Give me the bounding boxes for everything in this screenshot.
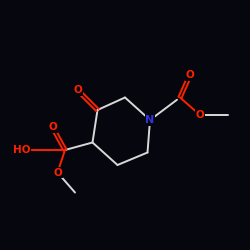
- Text: N: N: [146, 115, 154, 125]
- Text: O: O: [48, 122, 57, 132]
- Text: O: O: [196, 110, 204, 120]
- Text: HO: HO: [12, 145, 30, 155]
- Text: O: O: [186, 70, 194, 80]
- Text: O: O: [53, 168, 62, 177]
- Text: O: O: [73, 85, 82, 95]
